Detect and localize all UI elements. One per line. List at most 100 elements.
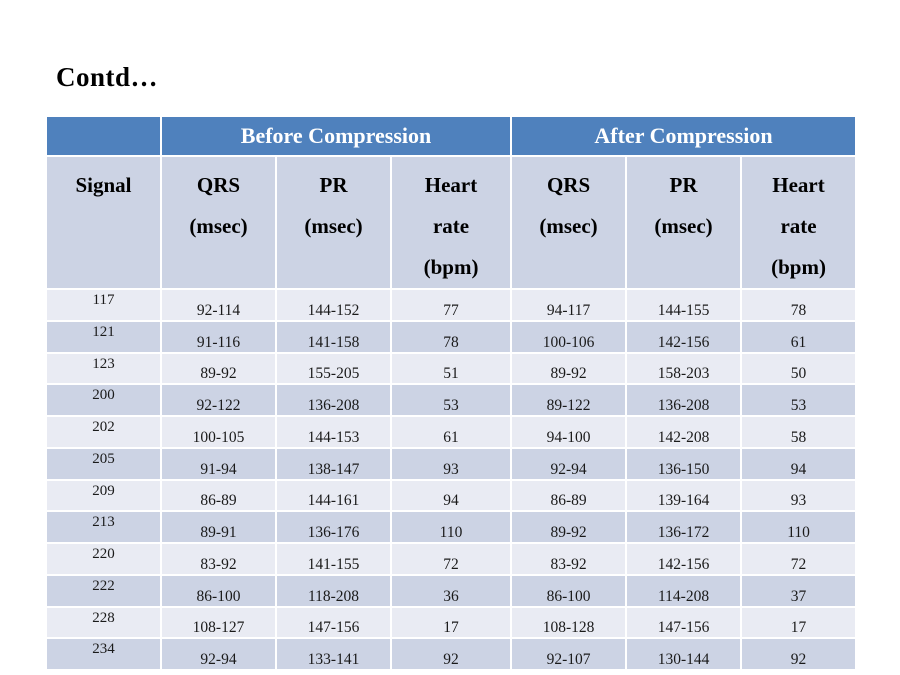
data-cell: 91-116	[160, 319, 277, 354]
signal-cell: 123	[45, 351, 162, 386]
data-cell: 89-92	[510, 510, 628, 544]
data-cell: 147-156	[275, 605, 392, 640]
data-cell: 93	[740, 478, 858, 513]
data-cell: 72	[389, 542, 513, 576]
data-cell: 77	[389, 288, 513, 322]
data-cell: 155-205	[275, 351, 392, 386]
signal-cell: 222	[45, 573, 162, 608]
signal-cell: 228	[45, 605, 162, 640]
data-cell: 92-114	[160, 288, 277, 322]
signal-cell: 117	[45, 288, 162, 322]
data-cell: 93	[389, 446, 513, 481]
data-cell: 89-92	[510, 351, 628, 386]
data-cell: 136-176	[275, 510, 392, 544]
column-header-row: Signal QRS (msec) PR (msec) Heart rate (bpm) QRS…	[45, 155, 858, 290]
signal-cell: 202	[45, 415, 162, 449]
data-cell: 92-94	[510, 446, 628, 481]
data-cell: 108-128	[510, 605, 628, 640]
data-cell: 136-208	[625, 383, 743, 417]
group-header-row: Before Compression After Compression	[45, 115, 858, 157]
data-cell: 92	[389, 637, 513, 671]
table-row: 213 89-91 136-176 110 89-92 136-172 110	[45, 510, 858, 544]
signal-cell: 234	[45, 637, 162, 671]
column-header-cell: QRS (msec)	[160, 155, 277, 290]
data-cell: 158-203	[625, 351, 743, 386]
data-cell: 110	[389, 510, 513, 544]
data-cell: 61	[740, 319, 858, 354]
signal-cell: 200	[45, 383, 162, 417]
data-cell: 130-144	[625, 637, 743, 671]
data-cell: 89-122	[510, 383, 628, 417]
data-cell: 94-117	[510, 288, 628, 322]
column-header-cell: Signal	[45, 155, 162, 290]
table-row: 228 108-127 147-156 17 108-128 147-156 17	[45, 605, 858, 640]
data-cell: 86-100	[510, 573, 628, 608]
data-cell: 100-105	[160, 415, 277, 449]
table-row: 121 91-116 141-158 78 100-106 142-156 61	[45, 319, 858, 354]
data-cell: 92-122	[160, 383, 277, 417]
data-cell: 136-172	[625, 510, 743, 544]
data-cell: 78	[389, 319, 513, 354]
table-header: Before Compression After Compression Sign…	[45, 115, 858, 290]
data-cell: 17	[740, 605, 858, 640]
data-cell: 94	[740, 446, 858, 481]
data-cell: 72	[740, 542, 858, 576]
data-cell: 51	[389, 351, 513, 386]
data-cell: 36	[389, 573, 513, 608]
compression-comparison-table: Before Compression After Compression Sign…	[45, 115, 858, 671]
data-cell: 86-89	[160, 478, 277, 513]
data-cell: 91-94	[160, 446, 277, 481]
table-row: 200 92-122 136-208 53 89-122 136-208 53	[45, 383, 858, 417]
signal-cell: 213	[45, 510, 162, 544]
signal-cell: 205	[45, 446, 162, 481]
table-row: 205 91-94 138-147 93 92-94 136-150 94	[45, 446, 858, 481]
signal-cell: 121	[45, 319, 162, 354]
table-row: 209 86-89 144-161 94 86-89 139-164 93	[45, 478, 858, 513]
data-cell: 142-156	[625, 542, 743, 576]
data-cell: 141-158	[275, 319, 392, 354]
data-cell: 83-92	[510, 542, 628, 576]
data-cell: 100-106	[510, 319, 628, 354]
group-header-cell: Before Compression	[159, 115, 513, 157]
slide-title: Contd…	[56, 62, 159, 92]
data-cell: 83-92	[160, 542, 277, 576]
data-cell: 86-100	[160, 573, 277, 608]
data-cell: 17	[389, 605, 513, 640]
column-header-cell: Heart rate (bpm)	[740, 155, 858, 290]
table-body: 117 92-114 144-152 77 94-117 144-155 78 121 91-1…	[45, 288, 858, 671]
data-cell: 94-100	[510, 415, 628, 449]
data-cell: 86-89	[510, 478, 628, 513]
group-header-cell: After Compression	[510, 115, 858, 157]
data-cell: 141-155	[275, 542, 392, 576]
table-row: 117 92-114 144-152 77 94-117 144-155 78	[45, 288, 858, 322]
data-cell: 92-94	[160, 637, 277, 671]
data-cell: 139-164	[625, 478, 743, 513]
data-cell: 53	[740, 383, 858, 417]
data-cell: 138-147	[275, 446, 392, 481]
table-row: 202 100-105 144-153 61 94-100 142-208 58	[45, 415, 858, 449]
column-header-cell: Heart rate (bpm)	[389, 155, 513, 290]
data-cell: 110	[740, 510, 858, 544]
data-cell: 136-150	[625, 446, 743, 481]
data-cell: 94	[389, 478, 513, 513]
data-cell: 144-155	[625, 288, 743, 322]
data-cell: 92-107	[510, 637, 628, 671]
data-cell: 50	[740, 351, 858, 386]
data-cell: 53	[389, 383, 513, 417]
data-cell: 78	[740, 288, 858, 322]
signal-cell: 209	[45, 478, 162, 513]
data-cell: 142-208	[625, 415, 743, 449]
table-row: 123 89-92 155-205 51 89-92 158-203 50	[45, 351, 858, 386]
data-cell: 136-208	[275, 383, 392, 417]
table-row: 222 86-100 118-208 36 86-100 114-208 37	[45, 573, 858, 608]
column-header-cell: PR (msec)	[625, 155, 743, 290]
data-cell: 61	[389, 415, 513, 449]
data-cell: 142-156	[625, 319, 743, 354]
column-header-cell: PR (msec)	[275, 155, 392, 290]
signal-cell: 220	[45, 542, 162, 576]
data-cell: 118-208	[275, 573, 392, 608]
table-row: 234 92-94 133-141 92 92-107 130-144 92	[45, 637, 858, 671]
data-cell: 144-152	[275, 288, 392, 322]
table-row: 220 83-92 141-155 72 83-92 142-156 72	[45, 542, 858, 576]
data-cell: 92	[740, 637, 858, 671]
